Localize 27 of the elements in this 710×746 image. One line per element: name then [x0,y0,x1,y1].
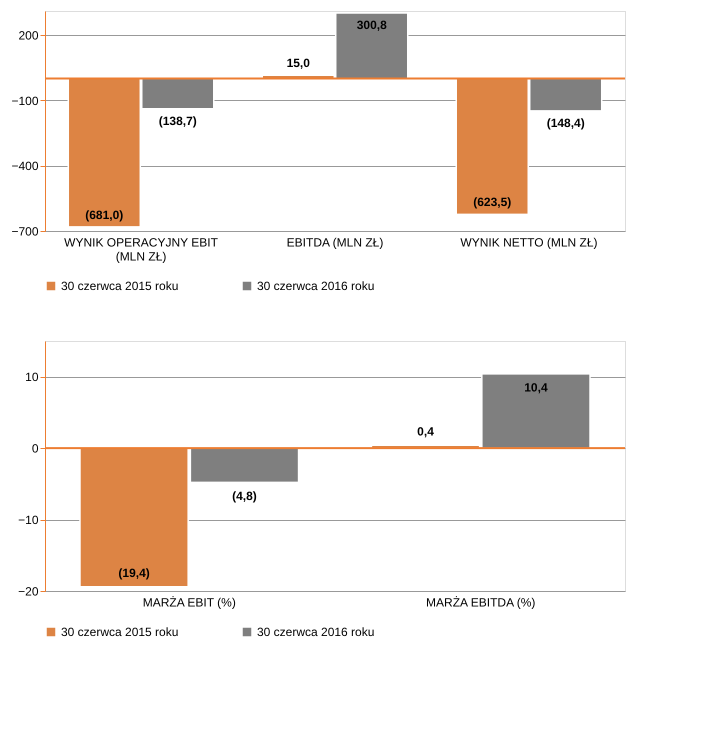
y-tick-label: −20 [18,584,39,598]
data-label: 15,0 [286,56,310,70]
x-tick-label: WYNIK NETTO (MLN ZŁ) [460,236,598,250]
x-tick-label: WYNIK OPERACYJNY EBIT (MLN ZŁ) [64,236,219,264]
data-label: 300,8 [356,18,388,32]
legend-label: 30 czerwca 2016 roku [257,625,374,639]
y-tick-label: −700 [11,224,39,238]
y-tick-label: 10 [25,370,39,384]
y-tick-label: 200 [18,28,39,42]
data-label: 0,4 [417,424,434,439]
x-tick-label: MARŻA EBIT (%) [142,596,236,610]
data-label: (4,8) [232,489,257,504]
legend-label: 30 czerwca 2016 roku [257,279,374,293]
x-tick-label: MARŻA EBITDA (%) [426,596,536,610]
data-label: (138,7) [158,114,197,128]
data-label: 10,4 [524,380,548,395]
y-tick-label: −100 [11,94,39,108]
y-tick-label: 0 [32,442,39,456]
data-label: (148,4) [546,116,585,130]
legend-label: 30 czerwca 2015 roku [61,625,178,639]
legend-label: 30 czerwca 2015 roku [61,279,178,293]
data-label: (681,0) [85,208,124,222]
data-label: (19,4) [118,566,150,580]
y-tick-label: −10 [18,513,39,528]
x-tick-label: EBITDA (MLN ZŁ) [286,236,384,250]
y-tick-label: −400 [11,159,39,174]
data-label: (623,5) [473,195,512,210]
